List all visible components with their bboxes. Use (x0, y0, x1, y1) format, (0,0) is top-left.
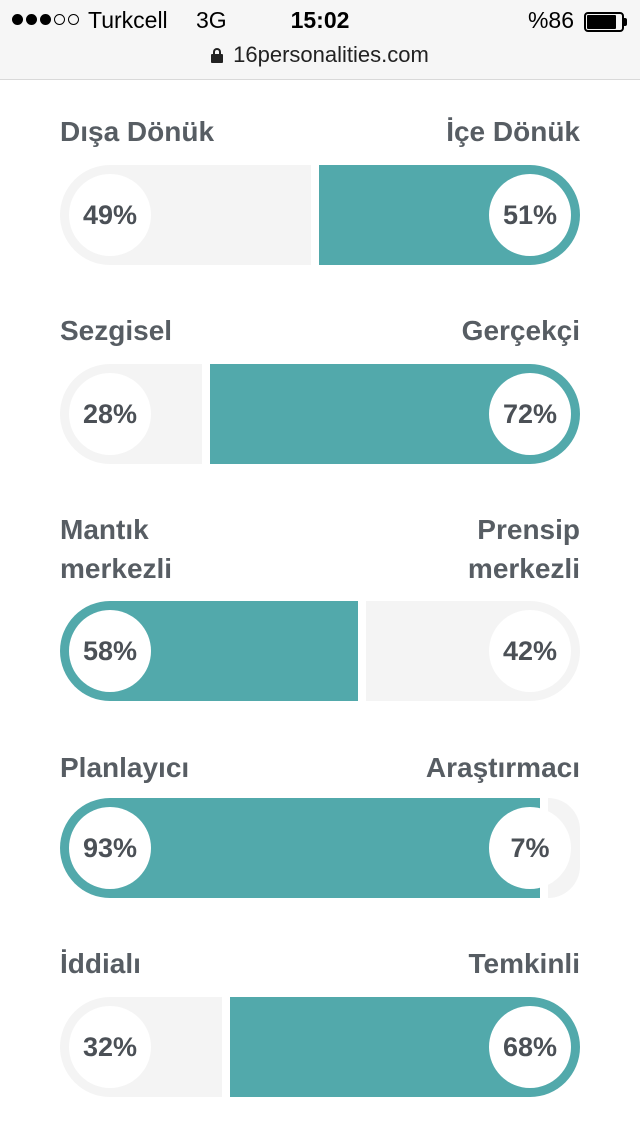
trait-row: Planlayıcı Araştırmacı 93% 7% (60, 748, 580, 902)
trait-left-percent: 49% (69, 174, 151, 256)
personality-traits: Dışa Dönük İçe Dönük 49% 51% Sezgisel Ge… (60, 112, 580, 1101)
battery-percentage: %86 (527, 7, 574, 33)
trait-bar: 49% 51% (60, 165, 580, 265)
trait-right-label: Prensip merkezli (467, 514, 580, 584)
trait-left-percent: 58% (69, 610, 151, 692)
trait-bar: 28% 72% (60, 364, 580, 464)
trait-left-label: Sezgisel (60, 315, 173, 346)
trait-labels: İddialı Temkinli (60, 944, 580, 983)
status-time: 15:02 (290, 7, 350, 33)
trait-row: Sezgisel Gerçekçi 28% 72% (60, 311, 580, 468)
url-text[interactable]: 16personalities.com (233, 42, 429, 67)
trait-bar: 58% 42% (60, 601, 580, 701)
lock-icon (211, 48, 224, 63)
network-type: 3G (196, 7, 227, 33)
trait-labels: Mantık merkezli Prensip merkezli (60, 510, 580, 588)
signal-dot (12, 14, 23, 25)
status-bar: Turkcell 3G 15:02 %86 16personalities.co… (0, 0, 640, 80)
trait-bar: 32% 68% (60, 997, 580, 1097)
trait-bar: 93% 7% (60, 798, 580, 898)
trait-right-label: Araştırmacı (425, 752, 580, 783)
carrier-name: Turkcell (88, 7, 168, 33)
trait-labels: Sezgisel Gerçekçi (60, 311, 580, 350)
trait-right-percent: 68% (489, 1006, 571, 1088)
trait-right-label: İçe Dönük (446, 116, 580, 147)
trait-left-percent: 32% (69, 1006, 151, 1088)
trait-labels: Dışa Dönük İçe Dönük (60, 112, 580, 151)
trait-right-label: Gerçekçi (461, 315, 580, 346)
status-row: Turkcell 3G 15:02 %86 (0, 6, 640, 38)
trait-right-percent: 7% (489, 807, 571, 889)
battery-icon (584, 12, 628, 32)
trait-left-label: Planlayıcı (60, 752, 190, 783)
trait-left-label: Mantık merkezli (60, 514, 173, 584)
trait-left-percent: 28% (69, 373, 151, 455)
trait-right-percent: 72% (489, 373, 571, 455)
trait-labels: Planlayıcı Araştırmacı (60, 748, 580, 787)
signal-dot (26, 14, 37, 25)
signal-dot (54, 14, 65, 25)
trait-right-label: Temkinli (468, 948, 580, 979)
trait-row: İddialı Temkinli 32% 68% (60, 944, 580, 1101)
trait-row: Mantık merkezli Prensip merkezli 58% 42% (60, 510, 580, 704)
signal-dot (40, 14, 51, 25)
address-bar[interactable]: 16personalities.com (0, 40, 640, 70)
trait-left-percent: 93% (69, 807, 151, 889)
trait-right-percent: 42% (489, 610, 571, 692)
trait-right-percent: 51% (489, 174, 571, 256)
trait-row: Dışa Dönük İçe Dönük 49% 51% (60, 112, 580, 269)
signal-strength-icon (12, 14, 79, 25)
trait-left-label: Dışa Dönük (60, 116, 215, 147)
signal-dot (68, 14, 79, 25)
trait-left-label: İddialı (60, 948, 141, 979)
